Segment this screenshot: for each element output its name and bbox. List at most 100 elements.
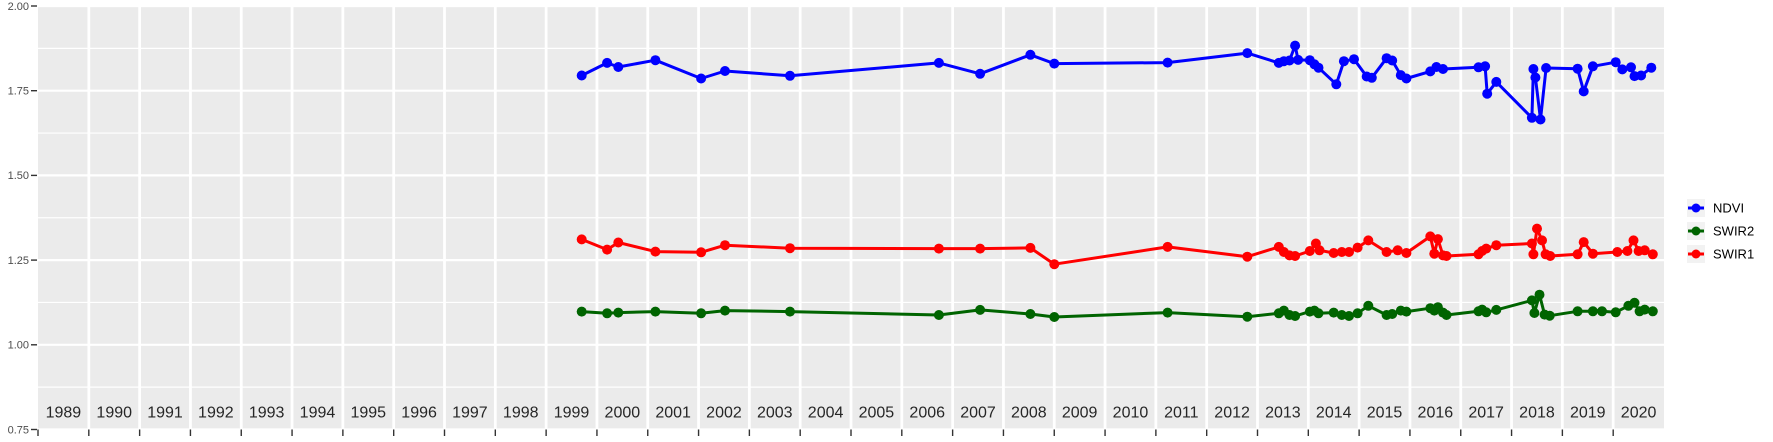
data-point-SWIR1 [1526,238,1537,249]
data-point-NDVI [1530,72,1541,83]
data-point-NDVI [602,57,613,68]
data-point-SWIR1 [1545,251,1556,261]
data-point-SWIR1 [602,244,613,255]
x-axis-year-label: 2003 [757,405,793,422]
x-axis-year-label: 2019 [1570,405,1606,422]
x-axis-year-label: 2010 [1113,405,1149,422]
data-point-SWIR2 [975,304,986,315]
data-point-SWIR1 [1528,249,1539,260]
data-point-SWIR1 [1363,235,1374,246]
legend-key-point [1691,226,1701,236]
x-axis-year-label: 1997 [452,405,488,422]
data-point-SWIR1 [1612,247,1623,257]
data-point-SWIR2 [1313,308,1324,319]
data-point-NDVI [1578,86,1589,97]
data-point-SWIR2 [576,306,587,317]
data-point-SWIR2 [1049,312,1060,322]
data-point-SWIR1 [1025,242,1036,253]
x-axis-year-label: 1998 [503,405,539,422]
data-point-SWIR2 [1162,307,1173,318]
data-point-SWIR1 [1392,245,1403,256]
data-point-NDVI [1617,64,1628,75]
x-axis-year-label: 2001 [655,405,691,422]
data-point-SWIR1 [1352,242,1363,253]
data-point-SWIR1 [933,243,944,254]
data-point-NDVI [613,62,624,72]
data-point-SWIR2 [650,306,661,317]
data-point-SWIR2 [1629,297,1640,308]
data-point-SWIR1 [1481,243,1492,254]
data-point-NDVI [1526,112,1537,123]
data-point-SWIR2 [1242,311,1253,322]
y-axis-label: 0.75 [8,424,29,436]
x-axis-year-label: 2017 [1468,405,1504,422]
data-point-NDVI [1162,57,1173,68]
data-point-NDVI [1646,62,1657,73]
data-point-NDVI [576,70,587,81]
data-point-SWIR1 [1587,248,1598,259]
series-line-SWIR1 [580,227,1655,266]
data-point-SWIR2 [1526,295,1537,306]
x-axis-year-label: 1993 [249,405,285,422]
x-axis-year-label: 2007 [960,405,996,422]
data-point-SWIR1 [720,240,730,251]
data-point-SWIR1 [1647,249,1658,260]
data-point-SWIR1 [1381,247,1392,257]
data-point-NDVI [1572,63,1583,74]
data-point-SWIR1 [1336,247,1347,257]
x-axis-year-label: 2015 [1367,405,1403,422]
data-point-SWIR2 [1572,306,1583,317]
data-point-SWIR1 [1572,249,1583,260]
x-axis: 1989 1990 1991 1992 1993 1994 1995 1996 1997 1998… [37,405,1656,436]
data-point-NDVI [1284,55,1295,66]
data-point-SWIR2 [1610,307,1621,318]
x-axis-year-label: 2013 [1265,405,1301,422]
data-point-SWIR2 [1534,289,1545,300]
legend-label: NDVI [1713,201,1744,216]
data-point-NDVI [1349,54,1359,65]
legend-label: SWIR1 [1713,247,1754,262]
data-point-SWIR2 [1647,306,1658,317]
data-point-SWIR2 [1597,306,1607,317]
x-axis-year-label: 2012 [1214,405,1250,422]
x-axis-year-label: 2011 [1164,405,1199,422]
data-point-NDVI [933,57,944,68]
data-point-SWIR1 [1537,235,1547,246]
data-point-SWIR2 [613,307,624,318]
x-axis-year-label: 2005 [859,405,895,422]
data-point-SWIR1 [1304,246,1315,256]
data-point-NDVI [1290,40,1301,51]
data-point-SWIR1 [1429,248,1440,259]
data-point-SWIR2 [1481,307,1492,318]
data-point-SWIR2 [1290,311,1301,321]
data-point-SWIR1 [576,234,587,245]
data-point-SWIR1 [1162,241,1173,252]
data-point-SWIR1 [1242,251,1253,262]
data-point-SWIR1 [1432,234,1443,245]
data-point-NDVI [1242,48,1253,59]
data-point-NDVI [650,55,661,66]
legend-entry-SWIR1: SWIR1 [1687,245,1754,263]
data-point-NDVI [975,68,986,79]
data-point-SWIR2 [1544,310,1555,321]
data-point-NDVI [1338,56,1349,67]
data-point-NDVI [1366,72,1377,83]
data-point-SWIR1 [1628,235,1639,246]
data-point-SWIR1 [1441,251,1452,261]
data-point-NDVI [1610,57,1621,68]
x-axis-year-label: 2004 [808,405,844,422]
data-point-NDVI [696,73,707,84]
data-point-SWIR2 [1639,304,1650,315]
x-axis-year-label: 1994 [300,405,336,422]
data-point-SWIR1 [696,247,707,258]
legend-label: SWIR2 [1713,224,1754,239]
y-axis-label: 2.00 [8,1,29,13]
data-point-SWIR1 [613,237,624,248]
x-axis-year-label: 2018 [1519,405,1555,422]
data-point-NDVI [1535,114,1546,125]
x-axis-year-label: 2014 [1316,405,1352,422]
data-point-SWIR1 [1425,231,1436,242]
data-point-SWIR2 [696,308,707,319]
data-point-SWIR1 [975,243,986,254]
